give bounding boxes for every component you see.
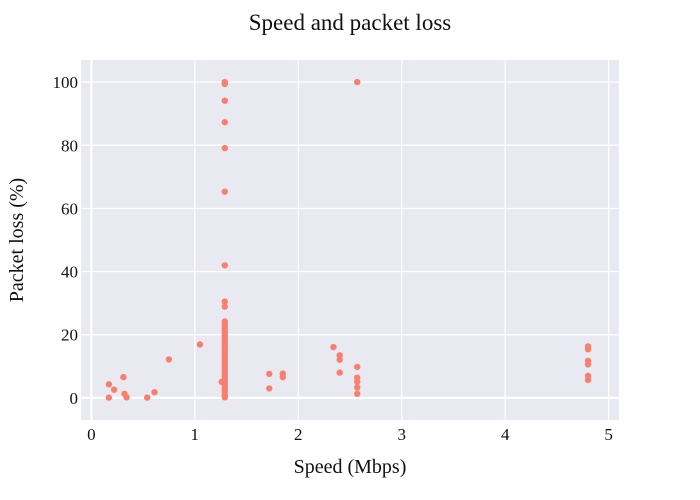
y-tick-label: 20 [61, 326, 78, 345]
data-point [354, 390, 361, 397]
tick-labels: 0 1 2 3 4 5 0 20 40 60 80 100 [53, 73, 613, 444]
data-point [105, 394, 113, 401]
data-point [221, 298, 228, 305]
data-point [196, 341, 204, 348]
data-point [354, 378, 361, 385]
data-point [221, 144, 228, 152]
y-tick-label: 0 [70, 389, 79, 408]
data-point [330, 343, 337, 351]
data-point [354, 78, 361, 86]
data-point [266, 385, 273, 392]
data-point [221, 394, 228, 401]
data-point [110, 386, 118, 393]
data-point [221, 119, 228, 126]
data-point [584, 376, 592, 384]
data-point [144, 394, 151, 401]
data-point [165, 356, 173, 363]
x-tick-label: 5 [604, 425, 613, 444]
data-point [221, 97, 228, 104]
x-axis-label: Speed (Mbps) [294, 456, 407, 478]
data-point [279, 373, 286, 381]
data-point [354, 384, 361, 391]
x-tick-label: 1 [191, 425, 200, 444]
data-point [336, 356, 343, 363]
data-point [221, 188, 228, 195]
data-point [221, 262, 228, 269]
x-tick-label: 0 [87, 425, 96, 444]
y-tick-label: 40 [61, 263, 78, 282]
data-point [584, 346, 592, 353]
data-point [221, 303, 228, 310]
grid-lines [81, 60, 619, 420]
y-tick-label: 60 [61, 199, 78, 218]
y-tick-label: 100 [53, 73, 79, 92]
data-point [336, 369, 343, 376]
data-point [123, 394, 130, 401]
chart-title: Speed and packet loss [249, 10, 452, 35]
data-point [221, 80, 228, 88]
x-tick-label: 4 [501, 425, 510, 444]
data-point [151, 389, 158, 396]
data-point [266, 370, 273, 378]
y-axis-label: Packet loss (%) [6, 178, 28, 302]
x-tick-label: 2 [294, 425, 303, 444]
x-tick-label: 3 [397, 425, 406, 444]
data-point [105, 381, 113, 388]
data-point [584, 361, 592, 368]
y-tick-label: 80 [61, 136, 78, 155]
data-point [354, 363, 361, 371]
data-point [120, 373, 127, 381]
plot-area [81, 60, 619, 420]
data-point [336, 352, 343, 359]
data-points [105, 78, 592, 401]
